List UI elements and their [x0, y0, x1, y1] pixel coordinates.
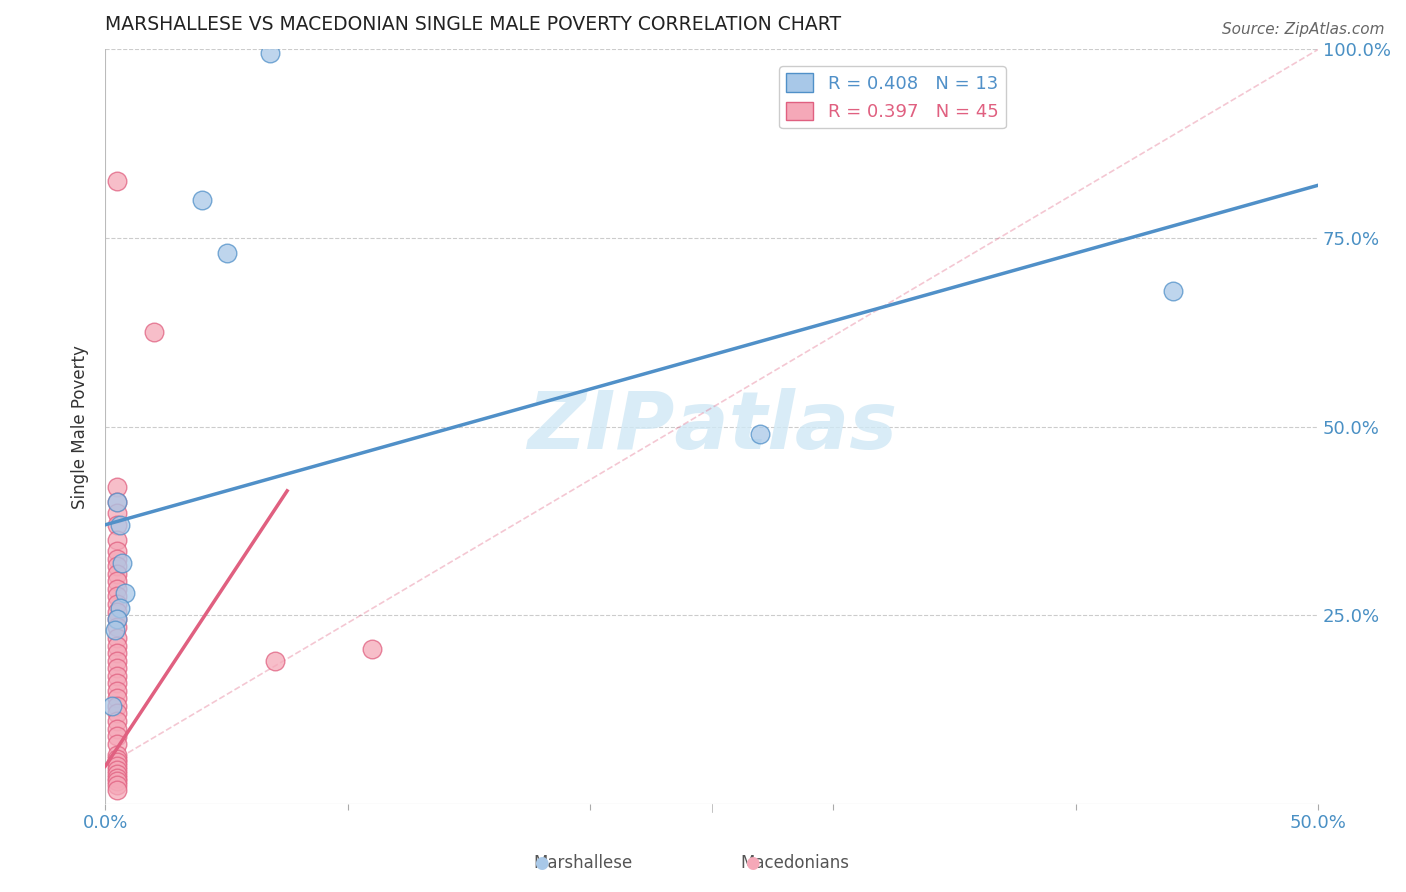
Point: [105, 669, 128, 683]
Point: [105, 654, 128, 668]
Point: [105, 778, 128, 792]
Point: [361, 642, 384, 657]
Point: [105, 551, 128, 566]
Point: [105, 706, 128, 721]
Point: [108, 600, 131, 615]
Text: ●: ●: [534, 855, 548, 872]
Text: Marshallese: Marshallese: [534, 855, 633, 872]
Point: [105, 766, 128, 780]
Point: [1161, 284, 1184, 298]
Point: [105, 559, 128, 574]
Point: [105, 597, 128, 611]
Y-axis label: Single Male Poverty: Single Male Poverty: [72, 345, 89, 508]
Point: [105, 737, 128, 751]
Point: [105, 544, 128, 558]
Point: [105, 747, 128, 762]
Text: ●: ●: [745, 855, 759, 872]
Point: [105, 174, 128, 188]
Point: [101, 698, 124, 713]
Point: [105, 620, 128, 634]
Point: [105, 683, 128, 698]
Point: [105, 612, 128, 626]
Point: [108, 517, 131, 532]
Point: [105, 582, 128, 596]
Point: [104, 624, 127, 638]
Point: [105, 763, 128, 777]
Point: [111, 556, 134, 570]
Point: [105, 639, 128, 653]
Point: [105, 759, 128, 773]
Point: [105, 566, 128, 581]
Point: [259, 46, 281, 61]
Point: [114, 585, 136, 599]
Text: ZIP​atlas: ZIP​atlas: [527, 388, 897, 466]
Point: [215, 246, 238, 260]
Point: [105, 783, 128, 797]
Point: [105, 533, 128, 547]
Point: [105, 691, 128, 706]
Text: Source: ZipAtlas.com: Source: ZipAtlas.com: [1222, 22, 1385, 37]
Point: [105, 495, 128, 509]
Point: [105, 495, 128, 509]
Point: [105, 574, 128, 589]
Point: [105, 714, 128, 728]
Point: [105, 771, 128, 785]
Legend: R = 0.408   N = 13, R = 0.397   N = 45: R = 0.408 N = 13, R = 0.397 N = 45: [779, 66, 1005, 128]
Point: [191, 194, 214, 208]
Point: [105, 612, 128, 626]
Point: [105, 752, 128, 766]
Point: [105, 722, 128, 736]
Point: [105, 774, 128, 789]
Point: [105, 756, 128, 770]
Point: [105, 661, 128, 675]
Point: [105, 631, 128, 645]
Point: [105, 646, 128, 660]
Point: [105, 517, 128, 532]
Point: [105, 480, 128, 494]
Text: Macedonians: Macedonians: [740, 855, 849, 872]
Point: [105, 605, 128, 619]
Point: [749, 427, 772, 442]
Point: [105, 507, 128, 521]
Point: [105, 590, 128, 604]
Point: [105, 729, 128, 743]
Point: [105, 676, 128, 690]
Point: [142, 326, 165, 340]
Point: [105, 698, 128, 713]
Text: MARSHALLESE VS MACEDONIAN SINGLE MALE POVERTY CORRELATION CHART: MARSHALLESE VS MACEDONIAN SINGLE MALE PO…: [105, 15, 841, 34]
Point: [264, 654, 287, 668]
